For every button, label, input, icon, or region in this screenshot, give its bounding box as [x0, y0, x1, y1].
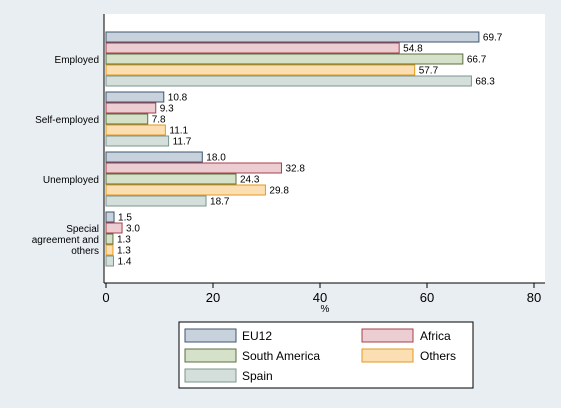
- legend: EU12 Africa South America Others Spain: [178, 321, 474, 389]
- bar-2-0: [105, 53, 464, 65]
- bar-0-1: [105, 91, 165, 103]
- value-label-1-3: 3.0: [126, 224, 140, 235]
- value-label-0-2: 18.0: [206, 153, 226, 164]
- bar-2-1: [105, 113, 149, 125]
- bar-3-1: [105, 124, 166, 136]
- value-label-2-2: 24.3: [240, 175, 260, 186]
- value-label-0-1: 10.8: [168, 93, 188, 104]
- x-tick-label-0: 0: [102, 290, 109, 305]
- bar-2-2: [105, 173, 237, 185]
- bars-layer: [105, 31, 480, 267]
- legend-swatch-0: [184, 328, 237, 343]
- bar-1-1: [105, 102, 157, 114]
- legend-swatch-1: [361, 328, 414, 343]
- legend-label-2: South America: [242, 349, 320, 363]
- legend-swatch-3: [361, 348, 414, 363]
- value-label-4-0: 68.3: [475, 77, 495, 88]
- bar-0-0: [105, 31, 480, 43]
- value-label-1-0: 54.8: [403, 44, 423, 55]
- bar-4-0: [105, 75, 472, 87]
- value-labels-layer: 69.7 54.8 66.7 57.7 68.3 10.89.37.811.111.7 18…: [117, 33, 503, 268]
- bar-0-3: [105, 211, 115, 223]
- x-tick-label-4: 80: [527, 290, 541, 305]
- value-label-3-2: 29.8: [269, 186, 289, 197]
- value-label-1-1: 9.3: [160, 104, 174, 115]
- x-axis: 0 20 40 60 80%: [102, 14, 545, 315]
- bar-1-3: [105, 222, 123, 234]
- value-label-4-2: 18.7: [210, 197, 230, 208]
- bar-3-0: [105, 64, 416, 76]
- value-label-3-1: 11.1: [169, 126, 188, 137]
- value-label-3-0: 57.7: [419, 66, 439, 77]
- value-label-2-3: 1.3: [117, 235, 131, 246]
- value-label-1-2: 32.8: [285, 164, 305, 175]
- bar-1-2: [105, 162, 282, 174]
- bar-4-3: [105, 255, 114, 267]
- bar-4-1: [105, 135, 170, 147]
- legend-label-4: Spain: [242, 369, 273, 383]
- value-label-4-3: 1.4: [117, 257, 131, 268]
- bar-3-2: [105, 184, 266, 196]
- x-tick-label-3: 60: [420, 290, 434, 305]
- category-label-3-line-2: others: [71, 246, 99, 257]
- category-label-2: Unemployed: [43, 175, 99, 186]
- legend-swatch-2: [184, 348, 237, 363]
- value-label-4-1: 11.7: [173, 137, 192, 148]
- legend-label-0: EU12: [242, 329, 272, 343]
- bar-1-0: [105, 42, 400, 54]
- category-label-3-line-1: agreement and: [32, 235, 99, 246]
- value-label-0-3: 1.5: [118, 213, 132, 224]
- category-labels-layer: Employed Self-employed Unemployed Specialag…: [32, 55, 99, 257]
- bar-2-3: [105, 233, 114, 245]
- x-tick-label-2: 40: [313, 290, 327, 305]
- bar-4-2: [105, 195, 207, 207]
- category-label-3-line-0: Special: [66, 224, 99, 235]
- legend-label-1: Africa: [420, 329, 451, 343]
- x-axis-title: %: [321, 304, 330, 315]
- value-label-2-0: 66.7: [467, 55, 487, 66]
- category-label-0: Employed: [55, 55, 99, 66]
- value-label-2-1: 7.8: [152, 115, 166, 126]
- bar-3-3: [105, 244, 114, 256]
- legend-label-3: Others: [420, 349, 456, 363]
- value-label-3-3: 1.3: [117, 246, 131, 257]
- value-label-0-0: 69.7: [483, 33, 503, 44]
- category-label-1: Self-employed: [35, 115, 99, 126]
- x-tick-label-1: 20: [206, 290, 220, 305]
- legend-swatch-4: [184, 368, 237, 383]
- bar-0-2: [105, 151, 203, 163]
